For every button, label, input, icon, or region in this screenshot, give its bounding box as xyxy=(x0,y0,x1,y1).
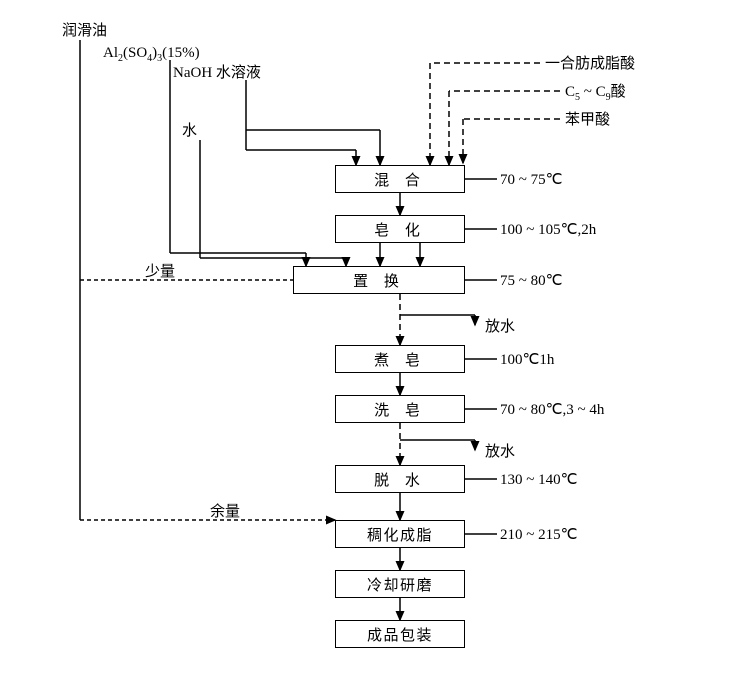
cond-dehydrate: 130 ~ 140℃ xyxy=(500,471,577,489)
cond-wash: 70 ~ 80℃,3 ~ 4h xyxy=(500,401,604,419)
cond-thicken: 210 ~ 215℃ xyxy=(500,526,577,544)
out-drain-1: 放水 xyxy=(485,318,515,336)
label-naoh: NaOH 水溶液 xyxy=(173,64,261,82)
label-c5c9: C5 ~ C9酸 xyxy=(565,83,626,107)
out-drain-2: 放水 xyxy=(485,443,515,461)
step-saponify: 皂 化 xyxy=(335,215,465,243)
step-thicken: 稠化成脂 xyxy=(335,520,465,548)
cond-replace: 75 ~ 80℃ xyxy=(500,272,562,290)
cond-boil: 100℃1h xyxy=(500,351,554,369)
step-package: 成品包装 xyxy=(335,620,465,648)
step-replace: 置 换 xyxy=(293,266,465,294)
step-mix: 混 合 xyxy=(335,165,465,193)
label-rest-amount: 余量 xyxy=(210,503,240,521)
step-dehydrate: 脱 水 xyxy=(335,465,465,493)
step-boil-soap: 煮 皂 xyxy=(335,345,465,373)
cond-saponify: 100 ~ 105℃,2h xyxy=(500,221,596,239)
label-water: 水 xyxy=(182,122,197,140)
label-benzoic-acid: 苯甲酸 xyxy=(565,111,610,129)
label-small-amount: 少量 xyxy=(145,263,175,281)
flow-diagram: { "inputs":{ "lube_oil":"润滑油", "al2so4":… xyxy=(0,0,742,690)
label-synthetic-fatty-acid: 一合肪成脂酸 xyxy=(545,55,635,73)
step-wash-soap: 洗 皂 xyxy=(335,395,465,423)
cond-mix: 70 ~ 75℃ xyxy=(500,171,562,189)
step-cool-grind: 冷却研磨 xyxy=(335,570,465,598)
label-lube-oil: 润滑油 xyxy=(62,22,107,40)
